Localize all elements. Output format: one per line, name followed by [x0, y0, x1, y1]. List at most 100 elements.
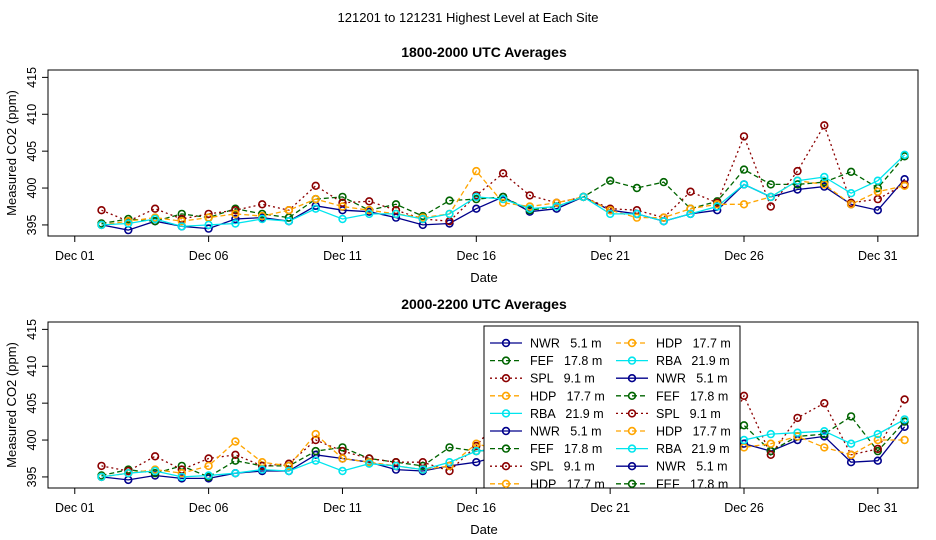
axis-ticks-1: Dec 01 Dec 06 Dec 11 Dec 16 Dec 21 Dec 26 Dec …	[25, 67, 898, 263]
data-point-fef	[445, 443, 454, 452]
data-point-hdp	[284, 461, 294, 471]
panel-1: 1800-2000 UTC Averages Date Measured CO2…	[4, 44, 919, 285]
legend-marker-fef	[501, 356, 511, 365]
data-point-fef	[605, 176, 615, 185]
data-point-rba	[418, 214, 427, 224]
data-point-spl	[525, 191, 534, 200]
data-point-hdp	[766, 439, 775, 448]
data-point-rba	[338, 466, 347, 476]
data-point-spl	[338, 198, 347, 208]
data-point-hdp	[820, 443, 829, 452]
legend-marker-hdp	[501, 391, 511, 400]
legend-marker-hdp	[501, 479, 511, 488]
legend-marker-spl	[627, 409, 637, 418]
data-point-hdp	[846, 200, 856, 209]
data-point-hdp	[686, 204, 695, 213]
data-point-spl	[900, 395, 909, 404]
data-point-rba	[552, 202, 561, 211]
data-point-spl	[365, 197, 374, 206]
legend-label: RBA 21.9 m	[656, 354, 730, 368]
legend-marker-nwr	[627, 374, 637, 383]
data-point-rba	[177, 472, 187, 482]
legend: NWR 5.1 m FEF 17.8 m SPL 9.1 m HDP 17.7 m RB…	[483, 325, 741, 491]
data-point-rba	[873, 429, 882, 439]
data-point-rba	[605, 209, 615, 219]
data-point-rba	[632, 209, 642, 219]
data-point-rba	[311, 456, 320, 465]
data-point-rba	[846, 189, 856, 198]
data-point-spl	[365, 454, 374, 463]
page-title: 121201 to 121231 Highest Level at Each S…	[338, 10, 599, 25]
data-point-rba	[739, 435, 749, 445]
data-point-nwr	[204, 224, 213, 233]
data-point-nwr	[793, 185, 802, 194]
data-point-hdp	[231, 209, 240, 219]
data-point-fef	[793, 180, 802, 189]
data-point-spl	[258, 461, 267, 471]
y-tick-label: 395	[25, 466, 39, 487]
axis-ticks-2: Dec 01 Dec 06 Dec 11 Dec 16 Dec 21 Dec 26 Dec …	[25, 319, 898, 515]
legend-marker-rba	[627, 444, 637, 453]
legend-marker-fef	[501, 444, 511, 453]
legend-label: RBA 21.9 m	[656, 442, 730, 456]
data-point-spl	[231, 206, 240, 215]
data-point-rba	[766, 192, 775, 202]
x-tick-label: Dec 31	[858, 501, 898, 515]
data-point-hdp	[605, 206, 615, 215]
y-tick-label: 400	[25, 430, 39, 451]
data-point-hdp	[793, 432, 802, 441]
data-point-spl	[258, 200, 267, 209]
data-point-rba	[579, 192, 588, 202]
legend-label: FEF 17.8 m	[530, 442, 602, 456]
data-point-rba	[820, 172, 829, 182]
legend-label: NWR 5.1 m	[530, 337, 602, 351]
data-point-rba	[204, 220, 213, 230]
data-point-rba	[445, 458, 454, 467]
legend-marker-nwr	[501, 426, 511, 436]
data-point-rba	[258, 214, 267, 224]
data-point-spl	[766, 202, 775, 211]
x-tick-label: Dec 06	[189, 249, 229, 263]
data-point-spl	[311, 181, 320, 191]
data-point-hdp	[873, 187, 882, 196]
data-point-fef	[338, 443, 347, 452]
data-point-rba	[793, 428, 802, 437]
data-point-spl	[793, 413, 802, 423]
x-axis-label-1: Date	[470, 270, 497, 285]
x-tick-label: Dec 11	[323, 501, 362, 515]
legend-label: FEF 17.8 m	[656, 477, 728, 491]
data-point-rba	[284, 217, 294, 226]
y-tick-label: 395	[25, 214, 39, 235]
legend-marker-hdp	[627, 338, 637, 348]
data-point-hdp	[659, 213, 668, 222]
data-point-rba	[177, 222, 187, 231]
data-point-hdp	[365, 206, 374, 215]
data-point-spl	[766, 450, 775, 459]
data-point-rba	[231, 469, 240, 478]
data-point-hdp	[338, 202, 347, 211]
legend-label: HDP 17.7 m	[530, 477, 605, 491]
data-point-hdp	[632, 213, 642, 222]
data-point-fef	[338, 192, 347, 202]
data-point-fef	[659, 177, 668, 187]
data-point-rba	[766, 429, 775, 439]
legend-marker-hdp	[627, 426, 637, 436]
legend-marker-spl	[501, 462, 511, 471]
data-point-hdp	[284, 206, 294, 215]
y-tick-label: 410	[25, 104, 39, 125]
data-point-spl	[445, 466, 454, 476]
data-point-rba	[204, 471, 213, 480]
data-point-rba	[338, 214, 347, 224]
data-point-hdp	[311, 429, 320, 439]
data-point-spl	[97, 206, 106, 215]
y-tick-label: 405	[25, 393, 39, 414]
data-point-spl	[820, 399, 829, 408]
data-point-spl	[204, 209, 213, 219]
data-point-hdp	[900, 435, 909, 445]
data-point-hdp	[900, 181, 909, 191]
data-point-spl	[686, 187, 695, 196]
data-point-fef	[846, 412, 856, 421]
legend-marker-fef	[627, 479, 637, 488]
data-point-spl	[391, 458, 401, 467]
